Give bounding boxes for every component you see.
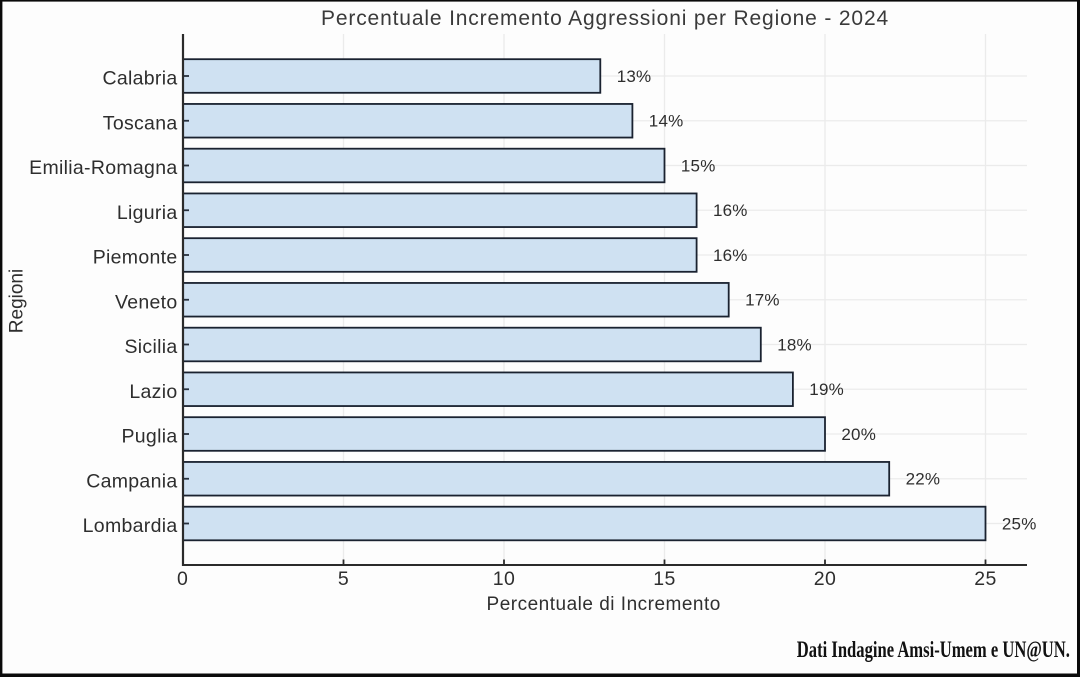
svg-text:Piemonte: Piemonte: [93, 247, 178, 269]
svg-text:Veneto: Veneto: [115, 291, 178, 313]
svg-text:Lazio: Lazio: [129, 381, 177, 403]
svg-text:Campania: Campania: [86, 470, 177, 492]
svg-text:17%: 17%: [745, 291, 780, 310]
svg-text:13%: 13%: [617, 67, 652, 86]
svg-text:20: 20: [814, 568, 837, 590]
svg-text:Emilia-Romagna: Emilia-Romagna: [29, 157, 177, 179]
svg-text:Lombardia: Lombardia: [83, 515, 178, 537]
svg-text:Percentuale Incremento Aggress: Percentuale Incremento Aggressioni per R…: [321, 7, 889, 30]
svg-text:Puglia: Puglia: [121, 426, 177, 448]
svg-text:25: 25: [974, 568, 997, 590]
svg-text:16%: 16%: [713, 201, 748, 220]
svg-text:Toscana: Toscana: [103, 112, 178, 134]
svg-text:18%: 18%: [777, 335, 812, 354]
svg-text:15%: 15%: [681, 156, 716, 175]
svg-text:0: 0: [177, 568, 188, 590]
svg-text:5: 5: [338, 568, 349, 590]
svg-text:Calabria: Calabria: [102, 68, 177, 90]
svg-text:16%: 16%: [713, 246, 748, 265]
svg-text:20%: 20%: [841, 425, 876, 444]
svg-text:Liguria: Liguria: [117, 202, 178, 224]
svg-text:Dati Indagine Amsi-Umem e UN@U: Dati Indagine Amsi-Umem e UN@UN.: [797, 638, 1070, 663]
svg-text:10: 10: [493, 568, 516, 590]
svg-text:Regioni: Regioni: [7, 269, 28, 333]
svg-text:22%: 22%: [906, 470, 941, 489]
svg-text:25%: 25%: [1002, 514, 1037, 533]
svg-text:Percentuale di Incremento: Percentuale di Incremento: [487, 594, 721, 615]
svg-text:14%: 14%: [649, 112, 684, 131]
svg-text:19%: 19%: [809, 380, 844, 399]
svg-text:15: 15: [653, 568, 676, 590]
svg-text:Sicilia: Sicilia: [124, 336, 177, 358]
